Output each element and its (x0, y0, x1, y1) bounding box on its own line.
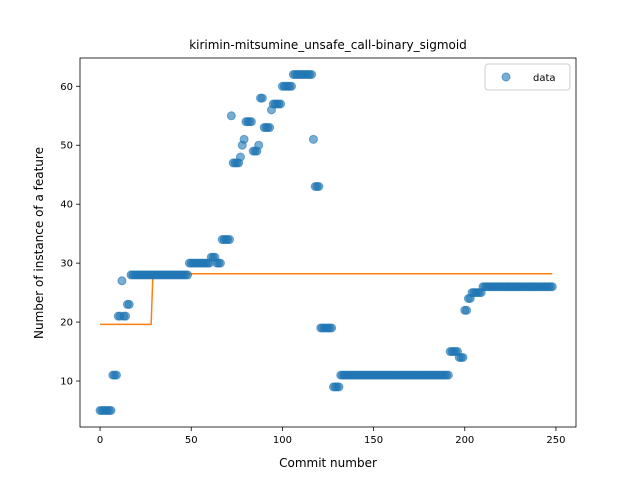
x-tick-label: 250 (546, 435, 565, 446)
x-tick-label: 50 (185, 435, 198, 446)
legend: data (484, 63, 571, 91)
x-tick-label: 150 (364, 435, 383, 446)
points-layer (95, 70, 557, 415)
y-axis-title: Number of instance of a feature (32, 147, 46, 339)
fit-line (100, 272, 553, 326)
data-point (124, 299, 134, 309)
x-tick-label: 100 (273, 435, 292, 446)
data-point (458, 352, 468, 362)
data-point (246, 117, 256, 127)
data-point (106, 406, 116, 415)
data-point (307, 70, 317, 79)
data-point (235, 152, 245, 162)
data-point (121, 311, 131, 321)
data-point (226, 111, 236, 121)
legend-label-data: data (533, 73, 556, 84)
data-point (117, 276, 127, 286)
data-point (462, 305, 472, 315)
fit-layer (100, 272, 553, 326)
data-point (254, 140, 264, 150)
x-axis: 0 50 100 150 200 250 (97, 427, 565, 446)
data-point (111, 370, 121, 380)
data-point (239, 134, 249, 144)
plot-frame (79, 57, 577, 428)
y-tick-label: 10 (60, 377, 73, 388)
data-point (183, 270, 193, 280)
data-point (276, 99, 286, 109)
data-point (308, 134, 318, 144)
y-tick-label: 30 (60, 259, 73, 270)
data-point (257, 93, 267, 103)
data-point (327, 323, 337, 333)
data-point (225, 235, 235, 245)
plot-title: kirimin-mitsumine_unsafe_call-binary_sig… (189, 38, 467, 52)
x-tick-label: 0 (97, 435, 103, 446)
x-axis-title: Commit number (279, 456, 377, 470)
legend-box (484, 63, 571, 91)
y-tick-label: 20 (60, 318, 73, 329)
data-point (443, 370, 453, 380)
data-point (334, 382, 344, 392)
data-point (547, 282, 557, 292)
data-point (314, 182, 324, 191)
data-point (265, 123, 275, 133)
y-axis: 10 20 30 40 50 60 (60, 82, 80, 388)
legend-marker-data (501, 72, 511, 82)
x-tick-label: 200 (455, 435, 474, 446)
data-point (287, 81, 297, 91)
y-tick-label: 60 (60, 82, 73, 93)
data-point (215, 258, 225, 268)
y-tick-label: 50 (60, 141, 73, 152)
y-tick-label: 40 (60, 200, 73, 211)
